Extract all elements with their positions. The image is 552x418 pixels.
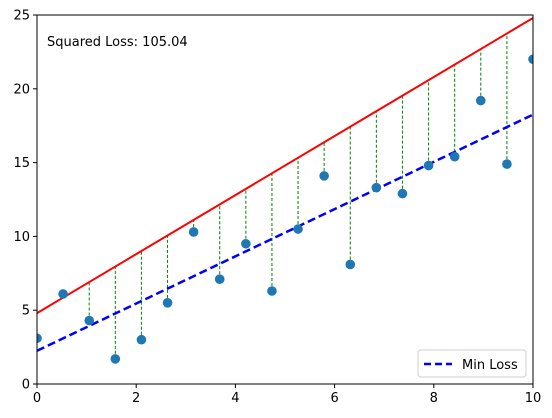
data-point — [37, 333, 42, 344]
data-point — [84, 315, 95, 326]
x-tick-label: 8 — [430, 391, 438, 406]
y-tick-label: 25 — [13, 9, 30, 24]
data-point — [267, 286, 277, 296]
y-axis: 0 5 10 15 20 25 — [13, 9, 37, 393]
residual-lines — [37, 17, 533, 359]
squared-loss-annotation: Squared Loss: 105.04 — [47, 35, 188, 50]
x-tick-label: 2 — [132, 391, 140, 406]
x-tick-label: 0 — [33, 391, 41, 406]
data-point — [136, 334, 147, 345]
y-tick-label: 20 — [13, 82, 30, 97]
y-tick-label: 10 — [13, 230, 30, 245]
data-point — [110, 354, 121, 364]
data-points — [37, 54, 533, 364]
legend-label-min-loss: Min Loss — [462, 358, 518, 373]
data-point — [423, 160, 434, 171]
legend-box — [417, 349, 527, 378]
regression-lines — [37, 17, 533, 352]
data-point — [319, 171, 329, 181]
x-tick-label: 6 — [330, 391, 338, 406]
data-point — [162, 298, 173, 308]
plot-area — [37, 17, 533, 364]
y-tick-label: 5 — [22, 304, 30, 319]
data-point — [397, 188, 408, 199]
data-point — [528, 54, 533, 65]
data-point — [371, 182, 382, 193]
x-axis: 0 2 4 6 8 10 — [33, 384, 541, 406]
y-tick-label: 0 — [22, 378, 30, 393]
legend: Min Loss — [417, 349, 527, 378]
data-point — [502, 159, 512, 169]
data-point — [345, 259, 356, 270]
data-point — [241, 238, 251, 249]
data-point — [188, 227, 199, 237]
fit-line — [37, 17, 533, 315]
data-point — [293, 224, 303, 234]
min-loss-line — [37, 113, 533, 352]
data-point — [449, 151, 460, 162]
data-point — [214, 274, 225, 285]
plot-frame — [36, 14, 534, 385]
y-tick-label: 15 — [13, 156, 30, 171]
data-point — [475, 95, 486, 106]
data-point — [58, 289, 68, 299]
x-tick-label: 4 — [231, 391, 239, 406]
x-tick-label: 10 — [525, 391, 542, 406]
